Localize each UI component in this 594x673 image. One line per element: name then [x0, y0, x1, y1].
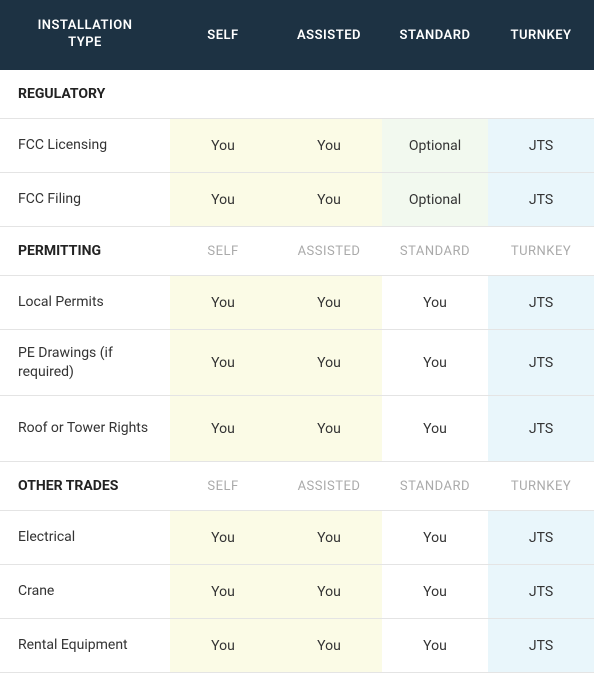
cell-assisted: You: [276, 511, 382, 565]
table-row: Local Permits You You You JTS: [0, 276, 594, 330]
cell-self: You: [170, 565, 276, 619]
subheader-turnkey: TURNKEY: [488, 462, 594, 511]
cell-standard: You: [382, 396, 488, 462]
row-label: Rental Equipment: [0, 619, 170, 673]
cell-assisted: You: [276, 565, 382, 619]
cell-standard: You: [382, 511, 488, 565]
subheader-standard: STANDARD: [382, 462, 488, 511]
cell-turnkey: JTS: [488, 619, 594, 673]
table-header-row: INSTALLATION TYPE SELF ASSISTED STANDARD…: [0, 0, 594, 70]
row-label: Crane: [0, 565, 170, 619]
cell-assisted: You: [276, 330, 382, 396]
cell-turnkey: JTS: [488, 330, 594, 396]
row-label: Electrical: [0, 511, 170, 565]
table-row: Rental Equipment You You You JTS: [0, 619, 594, 673]
section-heading: REGULATORY: [0, 70, 594, 119]
cell-assisted: You: [276, 276, 382, 330]
installation-matrix-table: INSTALLATION TYPE SELF ASSISTED STANDARD…: [0, 0, 594, 673]
row-label: Roof or Tower Rights: [0, 396, 170, 462]
cell-standard: Optional: [382, 119, 488, 173]
cell-turnkey: JTS: [488, 276, 594, 330]
table-row: Electrical You You You JTS: [0, 511, 594, 565]
cell-standard: You: [382, 619, 488, 673]
subheader-turnkey: TURNKEY: [488, 227, 594, 276]
cell-self: You: [170, 119, 276, 173]
section-name: PERMITTING: [0, 227, 170, 276]
header-col-standard: STANDARD: [382, 0, 488, 70]
table-row: FCC Licensing You You Optional JTS: [0, 119, 594, 173]
header-title-line1: INSTALLATION: [38, 18, 133, 33]
section-heading: OTHER TRADES SELF ASSISTED STANDARD TURN…: [0, 462, 594, 511]
table-row: PE Drawings (if required) You You You JT…: [0, 330, 594, 396]
table-row: Roof or Tower Rights You You You JTS: [0, 396, 594, 462]
cell-turnkey: JTS: [488, 396, 594, 462]
subheader-self: SELF: [170, 462, 276, 511]
cell-turnkey: JTS: [488, 565, 594, 619]
cell-turnkey: JTS: [488, 119, 594, 173]
cell-self: You: [170, 396, 276, 462]
section-name: REGULATORY: [0, 70, 594, 119]
table-row: Crane You You You JTS: [0, 565, 594, 619]
cell-standard: Optional: [382, 173, 488, 227]
section-heading: PERMITTING SELF ASSISTED STANDARD TURNKE…: [0, 227, 594, 276]
cell-self: You: [170, 173, 276, 227]
cell-self: You: [170, 276, 276, 330]
cell-standard: You: [382, 330, 488, 396]
cell-assisted: You: [276, 396, 382, 462]
header-title: INSTALLATION TYPE: [0, 0, 170, 70]
cell-assisted: You: [276, 119, 382, 173]
row-label: PE Drawings (if required): [0, 330, 170, 396]
cell-turnkey: JTS: [488, 173, 594, 227]
cell-assisted: You: [276, 619, 382, 673]
subheader-self: SELF: [170, 227, 276, 276]
cell-self: You: [170, 511, 276, 565]
row-label: FCC Filing: [0, 173, 170, 227]
section-name: OTHER TRADES: [0, 462, 170, 511]
subheader-assisted: ASSISTED: [276, 462, 382, 511]
row-label: FCC Licensing: [0, 119, 170, 173]
cell-assisted: You: [276, 173, 382, 227]
table-row: FCC Filing You You Optional JTS: [0, 173, 594, 227]
header-col-self: SELF: [170, 0, 276, 70]
cell-standard: You: [382, 276, 488, 330]
subheader-standard: STANDARD: [382, 227, 488, 276]
header-col-turnkey: TURNKEY: [488, 0, 594, 70]
header-title-line2: TYPE: [68, 35, 102, 50]
cell-turnkey: JTS: [488, 511, 594, 565]
subheader-assisted: ASSISTED: [276, 227, 382, 276]
cell-self: You: [170, 619, 276, 673]
cell-self: You: [170, 330, 276, 396]
row-label: Local Permits: [0, 276, 170, 330]
header-col-assisted: ASSISTED: [276, 0, 382, 70]
cell-standard: You: [382, 565, 488, 619]
